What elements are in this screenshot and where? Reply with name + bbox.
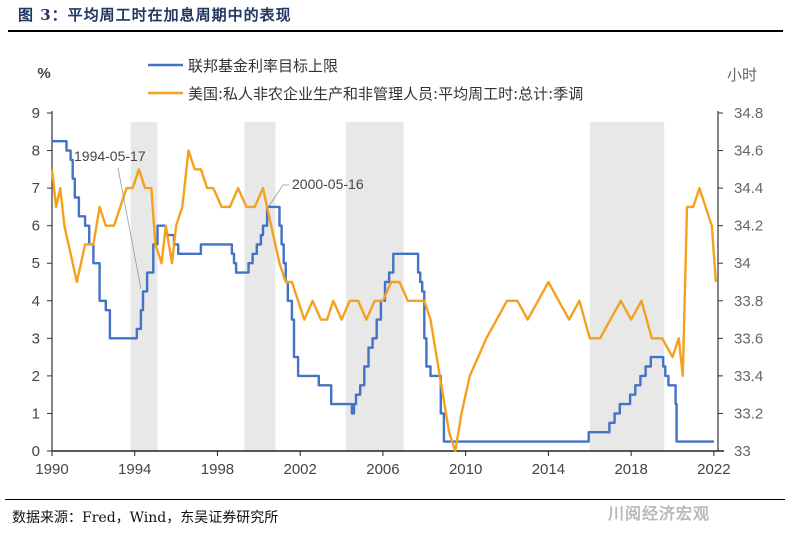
title-divider: [8, 30, 783, 32]
y-tick-label: 2: [32, 368, 40, 385]
data-source: 数据来源：Fred，Wind，东吴证券研究所: [12, 510, 279, 526]
x-tick-label: 1990: [35, 461, 68, 478]
weekly-hours-line: [50, 149, 718, 453]
x-tick-label: 2018: [614, 461, 647, 478]
x-tick-label: 1998: [201, 461, 234, 478]
annotation-2000: 2000-05-16: [292, 176, 364, 192]
y-right-tick-label: 34: [734, 255, 751, 272]
shaded-period: [130, 122, 158, 451]
y-right-tick-label: 34.4: [734, 180, 763, 197]
legend-fed-rate: 联邦基金利率目标上限: [188, 57, 338, 75]
legend-weekly-hours: 美国:私人非农企业生产和非管理人员:平均周工时:总计:季调: [188, 85, 583, 103]
shaded-periods: [130, 122, 665, 451]
annotation-1994: 1994-05-17: [74, 148, 146, 164]
x-tick-label: 2010: [449, 461, 482, 478]
chart-area: 0123456789%3333.233.433.633.83434.234.43…: [32, 57, 764, 478]
y-tick-label: 4: [32, 293, 40, 310]
y-right-tick-label: 33.8: [734, 293, 763, 310]
shaded-period: [589, 122, 665, 451]
y-right-tick-label: 33: [734, 443, 751, 460]
y-right-axis-label: 小时: [727, 67, 757, 84]
series-lines: [50, 140, 718, 453]
annotations: 1994-05-17 2000-05-16: [74, 148, 364, 290]
y-tick-label: 6: [32, 218, 40, 235]
y-right-tick-label: 33.6: [734, 330, 763, 347]
y-right-tick-label: 34.8: [734, 105, 763, 122]
chart-title: 图 3：平均周工时在加息周期中的表现: [18, 6, 292, 24]
y-axis-label: %: [37, 65, 50, 82]
x-tick-label: 2022: [697, 461, 730, 478]
y-tick-label: 9: [32, 105, 40, 122]
x-tick-label: 2014: [532, 461, 565, 478]
x-tick-label: 2002: [284, 461, 317, 478]
y-right-tick-label: 34.2: [734, 218, 763, 235]
x-tick-label: 1994: [118, 461, 151, 478]
x-tick-label: 2006: [366, 461, 399, 478]
y-tick-label: 1: [32, 405, 40, 422]
shaded-period: [345, 122, 404, 451]
footer-divider: [5, 499, 785, 500]
shaded-period: [244, 122, 276, 451]
y-tick-label: 3: [32, 330, 40, 347]
y-tick-label: 5: [32, 255, 40, 272]
fed-rate-line: [52, 140, 714, 443]
y-tick-label: 8: [32, 143, 40, 160]
y-right-tick-label: 33.2: [734, 405, 763, 422]
watermark: 川阅经济宏观: [608, 506, 711, 523]
y-right-tick-label: 33.4: [734, 368, 763, 385]
y-tick-label: 7: [32, 180, 40, 197]
y-right-tick-label: 34.6: [734, 143, 763, 160]
y-tick-label: 0: [32, 443, 40, 460]
axes: 0123456789%3333.233.433.633.83434.234.43…: [32, 65, 764, 478]
